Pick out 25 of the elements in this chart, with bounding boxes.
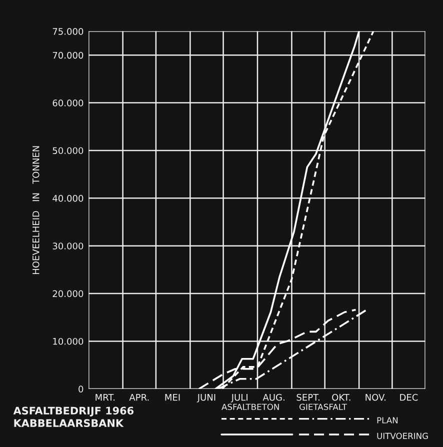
- x-tick-label: SEPT.: [296, 394, 320, 401]
- text: GIETASFALT: [299, 404, 347, 410]
- x-tick-label: MRT.: [96, 394, 115, 401]
- x-tick-label: DEC: [400, 394, 418, 401]
- y-axis-title: HOEVEELHEID IN TONNEN: [32, 146, 40, 274]
- y-tick-label: 10.000: [53, 338, 84, 345]
- y-tick-label: 0: [78, 386, 84, 392]
- y-tick-label: 60.000: [52, 100, 84, 106]
- x-tick-label: NOV.: [366, 394, 386, 401]
- y-tick-label: 30.000: [52, 242, 84, 250]
- x-tick-label: OKT.: [332, 394, 350, 401]
- x-tick-label: JULI: [230, 394, 248, 402]
- y-tick-label: 75.000: [52, 28, 84, 35]
- x-tick-label: JUNI: [196, 394, 216, 402]
- text: PLAN: [377, 417, 398, 424]
- y-tick-label: 20.000: [52, 290, 84, 298]
- text: UITVOERING: [377, 432, 428, 440]
- y-tick-label: 50.000: [52, 147, 84, 154]
- y-tick-label: 70.000: [52, 52, 84, 59]
- x-tick-label: MEI: [165, 394, 180, 401]
- x-tick-label: AUG.: [262, 394, 284, 401]
- x-tick-label: APR.: [129, 394, 149, 401]
- text: ASFALTBEDRIJF 1966 KABBELAARSBANK: [13, 406, 134, 428]
- y-tick-label: 40.000: [52, 194, 84, 202]
- text: ASFALTBETON: [222, 404, 279, 410]
